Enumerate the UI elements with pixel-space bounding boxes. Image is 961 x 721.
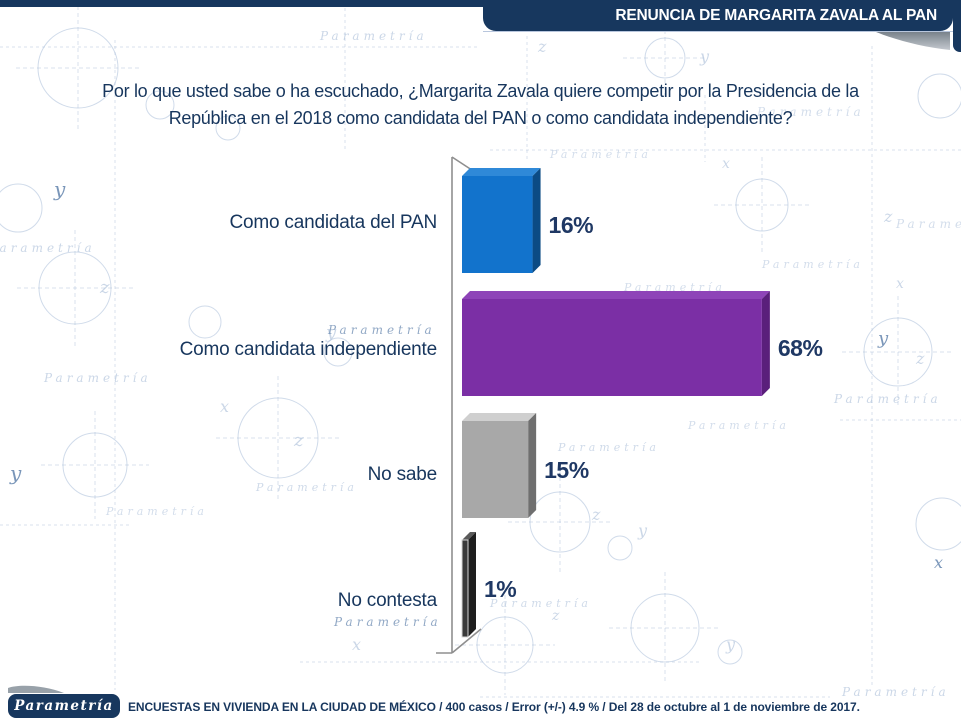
- value-label-no-sabe: 15%: [544, 456, 589, 483]
- bar-como-candidata-independiente: [462, 299, 762, 396]
- title-underline: [483, 31, 953, 32]
- watermark-letter: x: [934, 553, 943, 572]
- bar-top-como-candidata-del-pan: [462, 168, 541, 176]
- watermark-circle: [644, 37, 686, 79]
- title-bar: RENUNCIA DE MARGARITA ZAVALA AL PAN: [483, 0, 953, 31]
- watermark-letter: y: [53, 177, 66, 201]
- header-swoosh: [876, 32, 950, 50]
- watermark-text: Parametría: [623, 281, 726, 294]
- watermark-letter: y: [325, 322, 337, 343]
- watermark-letter: y: [877, 328, 889, 349]
- page-title: RENUNCIA DE MARGARITA ZAVALA AL PAN: [615, 6, 937, 24]
- value-label-como-candidata-independiente: 68%: [777, 334, 823, 361]
- watermark-text: Parametría: [327, 323, 436, 337]
- watermark-text: Parametría: [895, 217, 961, 231]
- watermark-circle: [237, 397, 319, 479]
- category-label-no-sabe: No sabe: [367, 463, 438, 485]
- watermark-circle: [529, 491, 591, 553]
- header-right-tab: [953, 0, 961, 52]
- watermark-text: Parametría: [489, 597, 592, 610]
- watermark-letter: z: [915, 349, 925, 368]
- survey-question: Por lo que usted sabe o ha escuchado, ¿M…: [0, 78, 961, 132]
- bar-top-no-sabe: [462, 413, 537, 421]
- watermark-circle: [735, 178, 789, 232]
- watermark-text: Parametría: [255, 481, 358, 494]
- watermark-letter: z: [99, 277, 110, 298]
- watermark-circle: [915, 497, 961, 551]
- watermark-letter: y: [637, 521, 648, 540]
- watermark-letter: y: [725, 635, 736, 654]
- bar-side-no-sabe: [528, 413, 537, 518]
- question-line-2: República en el 2018 como candidata del …: [168, 108, 793, 128]
- value-label-como-candidata-del-pan: 16%: [548, 211, 594, 238]
- watermark-text: Parametría: [43, 371, 152, 385]
- watermark-circle: [323, 337, 353, 367]
- watermark-text: Parametría: [549, 148, 652, 161]
- parametria-logo: Parametría: [8, 694, 120, 718]
- axis-3d: [436, 156, 482, 654]
- watermark-circle: [0, 183, 43, 233]
- watermark-letter: y: [699, 47, 710, 66]
- watermark-circle: [38, 251, 112, 325]
- watermark-text: Parametría: [105, 505, 208, 518]
- question-line-1: Por lo que usted sabe o ha escuchado, ¿M…: [102, 81, 859, 101]
- watermark-circle: [188, 305, 222, 339]
- bar-top-no-contesta: [462, 532, 476, 540]
- watermark-text: Parametría: [557, 441, 660, 454]
- watermark-letter: x: [722, 156, 730, 172]
- watermark-text: Parametría: [333, 615, 442, 629]
- watermark-letter: z: [551, 608, 560, 624]
- watermark-text: Parametría: [0, 241, 96, 255]
- bar-side-como-candidata-independiente: [761, 291, 770, 396]
- watermark-letter: x: [352, 635, 361, 654]
- watermark-letter: z: [293, 430, 304, 451]
- watermark-letter: y: [9, 461, 22, 485]
- watermark-letter: x: [896, 276, 904, 292]
- category-label-como-candidata-del-pan: Como candidata del PAN: [229, 211, 437, 233]
- survey-methodology-note: ENCUESTAS EN VIVIENDA EN LA CIUDAD DE MÉ…: [128, 700, 860, 714]
- bars-group: [461, 168, 770, 638]
- bar-top-como-candidata-independiente: [462, 291, 770, 299]
- bar-side-como-candidata-del-pan: [532, 168, 541, 273]
- bar-side-no-contesta: [468, 532, 476, 637]
- watermark-circle: [607, 535, 633, 561]
- logo-text: Parametría: [14, 698, 114, 714]
- watermark-circle: [476, 616, 534, 674]
- watermark-letter: z: [537, 37, 547, 56]
- watermark-circle: [62, 432, 128, 498]
- watermark-circle: [717, 639, 743, 665]
- top-border-strip: [0, 0, 961, 7]
- bar-como-candidata-del-pan: [462, 176, 533, 273]
- watermark-text: Parametría: [833, 392, 942, 406]
- footer-swoosh: [8, 685, 64, 693]
- category-label-no-contesta: No contesta: [337, 589, 437, 611]
- watermark-letter: x: [220, 397, 229, 416]
- bar-no-sabe: [462, 421, 529, 518]
- watermark-letter: z: [883, 207, 893, 226]
- watermark-text: Parametría: [319, 29, 428, 43]
- watermark-text: Parametría: [761, 258, 864, 271]
- watermark-text: Parametría: [687, 419, 790, 432]
- value-label-no-contesta: 1%: [484, 575, 517, 602]
- watermark-circle: [630, 593, 700, 663]
- watermark-circle: [863, 317, 933, 387]
- watermark-letter: z: [591, 505, 601, 524]
- category-label-como-candidata-independiente: Como candidata independiente: [179, 338, 438, 360]
- bar-no-contesta: [461, 539, 469, 638]
